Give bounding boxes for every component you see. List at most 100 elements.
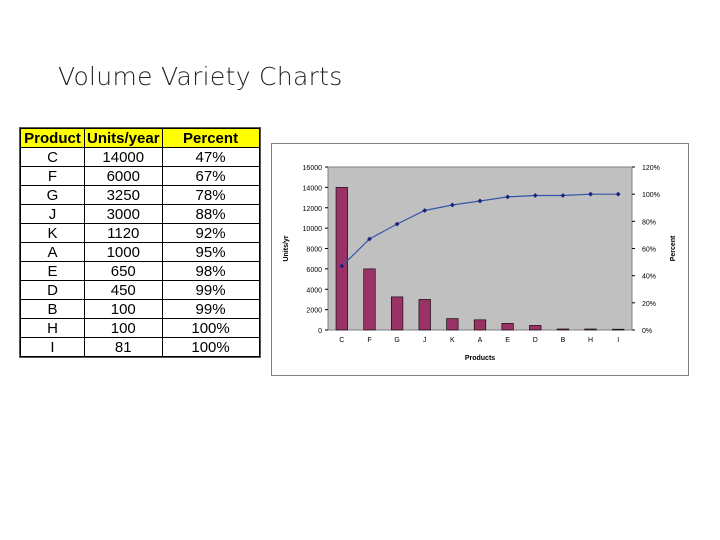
cell-percent: 47%: [161, 147, 260, 167]
chart-svg: 0 2000 4000 6000 8000 10000 12000 14000 16000 0% 2…: [283, 165, 677, 362]
cell-units: 100: [84, 318, 163, 338]
cell-percent: 99%: [161, 280, 260, 300]
table-row: C 14000 47%: [20, 147, 260, 167]
table-row: E 650 98%: [20, 261, 260, 281]
bar-G: [390, 296, 404, 331]
cell-units: 6000: [84, 166, 163, 186]
percent-point-F: [367, 236, 372, 242]
bar-J: [418, 299, 431, 331]
cell-units: 81: [84, 337, 163, 357]
cell-product: H: [20, 318, 85, 338]
y-tick-label: 6000: [306, 267, 322, 274]
x-tick-label: F: [367, 337, 371, 344]
column-header-units: Units/year: [84, 128, 163, 148]
x-tick-label: G: [394, 337, 399, 344]
cell-units: 3250: [84, 185, 163, 205]
table-row: F 6000 67%: [20, 166, 260, 186]
cell-percent: 98%: [161, 261, 260, 281]
bar-F: [363, 268, 376, 331]
cell-units: 3000: [84, 204, 163, 224]
cell-product: I: [20, 337, 85, 357]
cell-product: E: [20, 261, 85, 281]
cell-units: 1120: [84, 223, 163, 243]
cell-percent: 78%: [161, 185, 260, 205]
cell-product: F: [20, 166, 85, 186]
table-row: H 100 100%: [20, 318, 260, 338]
column-header-percent: Percent: [161, 128, 260, 148]
x-tick-label: K: [450, 337, 455, 344]
y2-tick-label: 120%: [642, 165, 660, 172]
bar-K: [446, 318, 459, 331]
cell-units: 650: [84, 261, 163, 281]
slide-title: Volume Variety Charts: [58, 62, 343, 91]
y-tick-label: 0: [318, 328, 322, 335]
table-row: J 3000 88%: [20, 204, 260, 224]
cell-units: 14000: [84, 147, 163, 167]
cell-percent: 100%: [161, 337, 260, 357]
x-tick-label: C: [339, 337, 344, 344]
table-header-row: Product Units/year Percent: [20, 128, 260, 148]
cell-percent: 67%: [161, 166, 260, 186]
cell-percent: 99%: [161, 299, 260, 319]
x-tick-label: J: [423, 337, 427, 344]
y-tick-label: 12000: [303, 206, 323, 213]
bar-I: [612, 328, 625, 331]
cell-product: B: [20, 299, 85, 319]
percent-point-G: [394, 221, 400, 227]
percent-point-J: [422, 208, 428, 213]
table-row: I 81 100%: [20, 337, 260, 357]
y-tick-label: 2000: [306, 308, 322, 315]
y2-tick-label: 20%: [642, 301, 656, 308]
table-row: D 450 99%: [20, 280, 260, 300]
cell-units: 1000: [84, 242, 163, 262]
pareto-chart: 0 2000 4000 6000 8000 10000 12000 14000 16000 0% 2…: [271, 143, 689, 376]
bar-A: [473, 319, 487, 331]
y2-tick-label: 40%: [642, 274, 656, 281]
y-tick-label: 10000: [303, 226, 323, 233]
cell-product: A: [20, 242, 85, 262]
cell-units: 100: [84, 299, 163, 319]
percent-point-E: [505, 194, 511, 200]
cell-product: G: [20, 185, 85, 205]
cell-percent: 95%: [161, 242, 260, 262]
column-header-product: Product: [20, 128, 85, 148]
percent-point-H: [588, 191, 593, 197]
cell-product: C: [20, 147, 85, 167]
cell-product: D: [20, 280, 85, 300]
x-tick-label: B: [561, 337, 566, 344]
x-tick-label: E: [505, 337, 510, 344]
y-tick-label: 14000: [303, 185, 323, 192]
cell-percent: 88%: [161, 204, 260, 224]
x-tick-label: I: [617, 337, 619, 344]
x-axis-title: Products: [465, 355, 495, 362]
y2-tick-label: 80%: [642, 219, 656, 226]
cell-percent: 92%: [161, 223, 260, 243]
y-axis-title: Units/yr: [283, 235, 290, 261]
y-tick-label: 16000: [303, 165, 323, 172]
percent-point-C: [339, 263, 345, 269]
percent-point-B: [560, 193, 566, 198]
table-row: B 100 99%: [20, 299, 260, 319]
y2-tick-label: 0%: [642, 328, 652, 335]
table-row: G 3250 78%: [20, 185, 260, 205]
bar-D: [529, 325, 542, 331]
table-row: K 1120 92%: [20, 223, 260, 243]
y2-axis-title: Percent: [670, 235, 677, 261]
cell-units: 450: [84, 280, 163, 300]
y2-tick-label: 100%: [642, 192, 660, 199]
bar-C: [335, 187, 348, 331]
bar-H: [584, 328, 597, 331]
percent-point-D: [532, 193, 538, 198]
y2-tick-label: 60%: [642, 247, 656, 254]
x-tick-label: H: [588, 337, 593, 344]
data-table: Product Units/year Percent C 14000 47% F 600…: [19, 127, 261, 358]
table-row: A 1000 95%: [20, 242, 260, 262]
cell-product: K: [20, 223, 85, 243]
x-tick-label: D: [533, 337, 538, 344]
cell-percent: 100%: [161, 318, 260, 338]
bar-B: [556, 328, 570, 331]
y-tick-label: 8000: [306, 247, 322, 254]
x-tick-label: A: [478, 337, 483, 344]
bar-E: [501, 323, 514, 331]
cell-product: J: [20, 204, 85, 224]
